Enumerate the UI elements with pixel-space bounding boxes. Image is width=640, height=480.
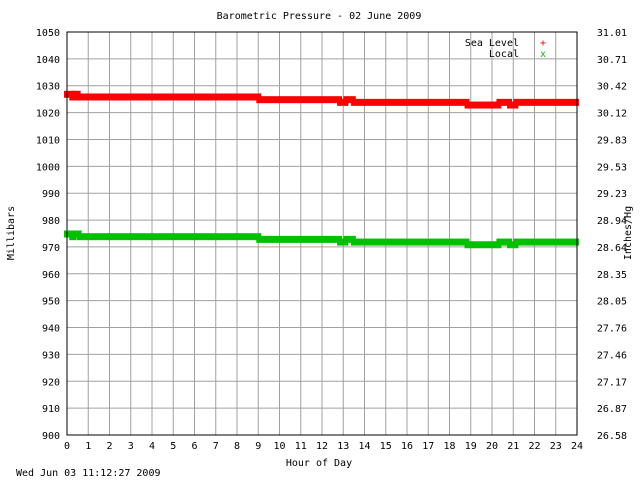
y2-tick-label: 27.17: [597, 377, 627, 388]
y2-tick-label: 26.58: [597, 431, 627, 442]
x-tick-label: 14: [358, 441, 370, 452]
data-segment: [256, 235, 342, 243]
y-tick-labels: 900 910 920 930 940 950 960 970 980 990 1000 1010 10…: [36, 28, 60, 442]
y-tick-label: 980: [42, 216, 60, 227]
legend-marker-local: x: [540, 49, 546, 60]
y-tick-label: 1050: [36, 28, 60, 39]
chart-title: Barometric Pressure - 02 June 2009: [217, 11, 422, 22]
y-tick-label: 1000: [36, 162, 60, 173]
x-axis-label: Hour of Day: [286, 458, 352, 469]
y-tick-label: 920: [42, 377, 60, 388]
data-segment: [464, 101, 502, 109]
y2-axis-label: Inches/Hg: [623, 206, 634, 260]
legend-label-local: Local: [489, 49, 519, 60]
data-segment: [350, 98, 470, 106]
x-tick-label: 15: [380, 441, 392, 452]
data-segment: [350, 238, 470, 246]
legend-label-sea-level: Sea Level: [465, 38, 519, 49]
x-tick-label: 6: [191, 441, 197, 452]
y-tick-label: 970: [42, 243, 60, 254]
y2-tick-label: 30.42: [597, 82, 627, 93]
x-tick-label: 11: [295, 441, 307, 452]
x-tick-label: 24: [571, 441, 583, 452]
data-segment: [343, 235, 356, 243]
y2-tick-label: 27.76: [597, 324, 627, 335]
y2-tick-label: 28.64: [597, 243, 627, 254]
data-segment: [513, 98, 579, 106]
x-tick-label: 18: [443, 441, 455, 452]
y2-tick-label: 27.46: [597, 350, 627, 361]
x-tick-label: 1: [85, 441, 91, 452]
x-tick-label: 12: [316, 441, 328, 452]
data-segment: [343, 96, 356, 104]
plot-frame: [66, 31, 578, 436]
y2-tick-label: 30.12: [597, 109, 627, 120]
y2-tick-label: 28.05: [597, 297, 627, 308]
y2-tick-label: 29.23: [597, 189, 627, 200]
x-tick-label: 17: [422, 441, 434, 452]
x-tick-label: 16: [401, 441, 413, 452]
x-tick-labels: 0 1 2 3 4 5 6 7 8 9 10 11 12 13 14 15 16 17 18 19 20 21 22 23 24: [64, 441, 583, 452]
y-tick-label: 1010: [36, 135, 60, 146]
data-segment: [75, 93, 262, 101]
x-tick-label: 10: [273, 441, 285, 452]
x-tick-label: 13: [337, 441, 349, 452]
y-tick-label: 960: [42, 270, 60, 281]
y-tick-label: 910: [42, 404, 60, 415]
x-tick-label: 21: [507, 441, 519, 452]
x-tick-label: 20: [486, 441, 498, 452]
y-tick-label: 940: [42, 324, 60, 335]
y-tick-label: 900: [42, 431, 60, 442]
data-segment: [507, 241, 519, 249]
data-segment: [76, 233, 262, 241]
legend-marker-sea-level: +: [540, 38, 546, 49]
y-axis-label: Millibars: [6, 206, 17, 260]
y2-tick-label: 31.01: [597, 28, 627, 39]
x-tick-label: 4: [149, 441, 155, 452]
x-tick-label: 19: [465, 441, 477, 452]
y-tick-label: 990: [42, 189, 60, 200]
y2-tick-labels: 26.58 26.87 27.17 27.46 27.76 28.05 28.35 28.64…: [597, 28, 627, 442]
y2-tick-label: 30.71: [597, 55, 627, 66]
x-tick-label: 2: [106, 441, 112, 452]
y-tick-label: 930: [42, 350, 60, 361]
data-segment: [256, 96, 342, 104]
y-tick-label: 1030: [36, 82, 60, 93]
data-marks: [64, 90, 579, 249]
y2-tick-label: 29.53: [597, 162, 627, 173]
x-tick-label: 3: [128, 441, 134, 452]
y-tick-label: 1020: [36, 109, 60, 120]
y2-tick-label: 29.83: [597, 135, 627, 146]
x-tick-label: 0: [64, 441, 70, 452]
x-tick-label: 5: [170, 441, 176, 452]
data-segment: [513, 238, 579, 246]
series-local: [64, 230, 579, 249]
data-segment: [464, 241, 502, 249]
x-tick-label: 22: [528, 441, 540, 452]
data-segment: [496, 238, 512, 246]
data-segment: [507, 101, 519, 109]
legend: Sea Level + Local x: [465, 38, 546, 60]
y2-tick-label: 28.94: [597, 216, 627, 227]
x-tick-label: 23: [550, 441, 562, 452]
data-segment: [71, 230, 82, 238]
data-segment: [337, 238, 349, 246]
data-segment: [496, 98, 512, 106]
x-tick-label: 7: [213, 441, 219, 452]
y2-tick-label: 26.87: [597, 404, 627, 415]
y-tick-label: 1040: [36, 55, 60, 66]
x-tick-label: 9: [255, 441, 261, 452]
series-sea-level: [64, 90, 579, 109]
x-tick-label: 8: [234, 441, 240, 452]
y-tick-label: 950: [42, 297, 60, 308]
data-segment: [337, 98, 349, 106]
y2-tick-label: 28.35: [597, 270, 627, 281]
footer-timestamp: Wed Jun 03 11:12:27 2009: [16, 468, 161, 479]
